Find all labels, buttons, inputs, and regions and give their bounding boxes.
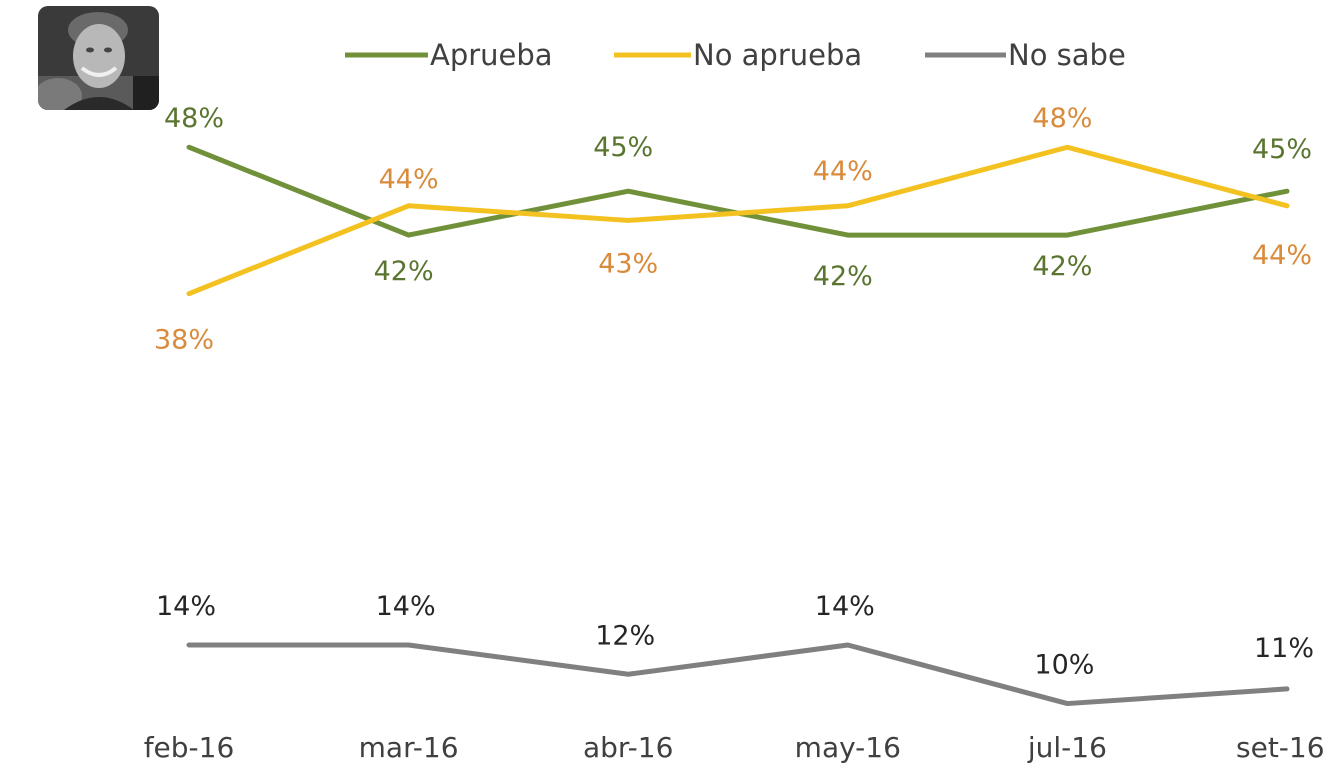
data-label: 42% [813, 261, 873, 292]
data-label: 42% [1032, 251, 1092, 282]
x-tick-label: set-16 [1236, 731, 1325, 764]
data-label: 48% [1032, 103, 1092, 134]
data-label: 44% [1252, 240, 1312, 271]
series-line-no-sabe [186, 642, 1290, 707]
data-label: 48% [164, 103, 224, 134]
data-label: 45% [1252, 134, 1312, 165]
data-label: 14% [156, 591, 216, 622]
series-line-no-aprueba [186, 144, 1290, 297]
legend-label: No aprueba [693, 38, 862, 72]
data-label: 12% [595, 620, 655, 651]
data-label: 43% [598, 248, 658, 279]
data-label: 42% [374, 256, 434, 287]
x-tick-label: feb-16 [144, 731, 235, 764]
data-label: 14% [815, 591, 875, 622]
x-tick-label: abr-16 [583, 731, 673, 764]
data-labels: 48% 42% 45% 42% 42% 45% 38% 44% 43% 44% 48% 44% 14% 1… [154, 103, 1314, 680]
x-tick-label: mar-16 [359, 731, 459, 764]
legend-label: No sabe [1008, 38, 1126, 72]
data-label: 11% [1254, 633, 1314, 664]
x-axis: feb-16 mar-16 abr-16 may-16 jul-16 set-16 [144, 731, 1325, 764]
series-lines [186, 144, 1290, 707]
data-label: 45% [593, 132, 653, 163]
data-label: 44% [813, 156, 873, 187]
data-label: 10% [1034, 650, 1094, 681]
data-label: 14% [376, 591, 436, 622]
data-label: 44% [379, 164, 439, 195]
x-tick-label: may-16 [795, 731, 901, 764]
x-tick-label: jul-16 [1027, 731, 1107, 764]
portrait-photo-icon [38, 6, 159, 110]
legend: Aprueba No aprueba No sabe [345, 38, 1126, 72]
data-label: 38% [154, 325, 214, 356]
legend-label: Aprueba [430, 38, 553, 72]
